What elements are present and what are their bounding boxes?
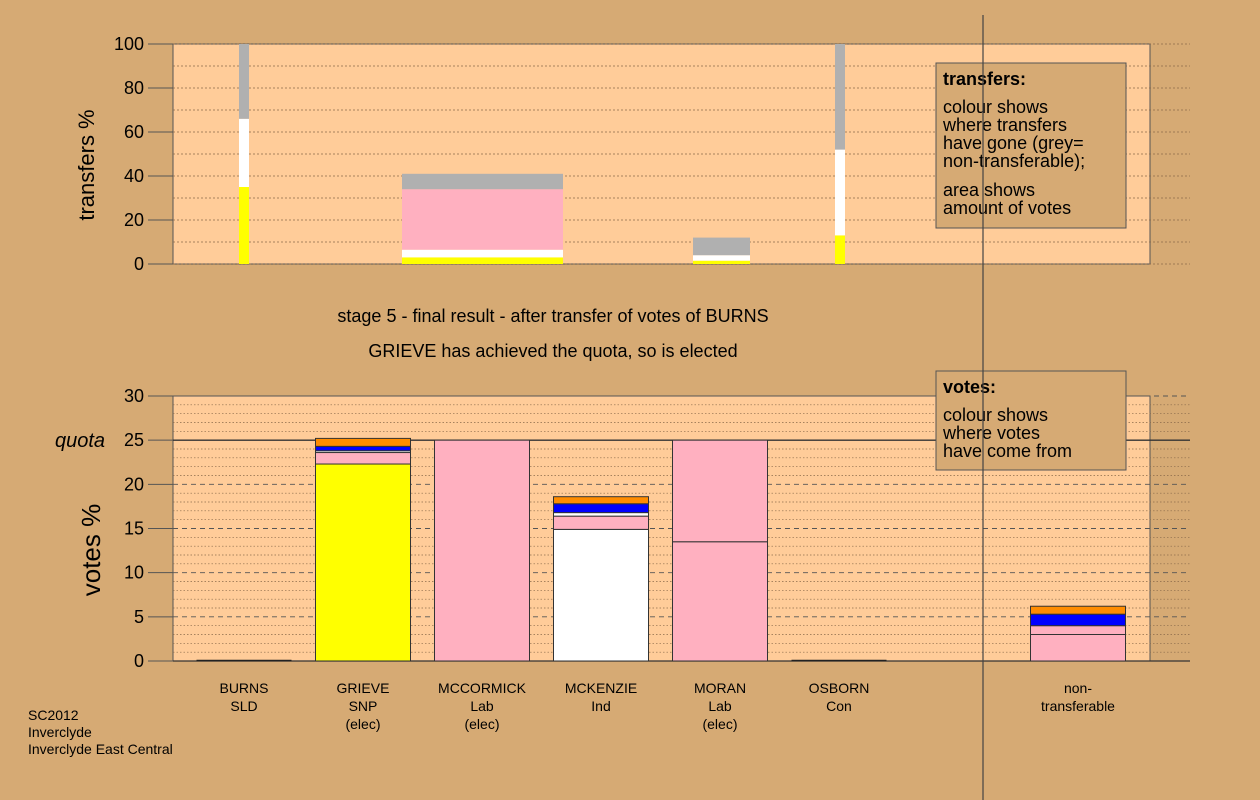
candidate-label: non-	[1064, 680, 1092, 696]
transfer-bar-segment	[835, 44, 845, 150]
candidate-label: (elec)	[702, 716, 737, 732]
votes-y-tick-label: 15	[124, 519, 144, 539]
votes-chart: quota 0 5 10 15 20 25 30 votes % BURNS SLD GRIEVE SN…	[55, 370, 1190, 732]
votes-legend-text: have come from	[943, 441, 1072, 461]
vote-bar-segment	[434, 439, 530, 662]
transfer-bar-segment	[693, 255, 750, 261]
votes-legend-box	[935, 370, 1127, 471]
transfer-bar-segment	[239, 44, 249, 119]
transfers-legend-text: colour shows	[943, 97, 1048, 117]
votes-y-tick-label: 5	[134, 607, 144, 627]
transfer-bar-segment	[402, 189, 563, 250]
transfers-y-tick-label: 0	[134, 254, 144, 274]
transfer-bar-segment	[835, 235, 845, 264]
vote-bar-segment	[1030, 605, 1126, 615]
transfers-y-tick-label: 60	[124, 122, 144, 142]
candidate-label: MCKENZIE	[565, 680, 637, 696]
transfers-legend-text: have gone (grey=	[943, 133, 1084, 153]
stage-subtitle: GRIEVE has achieved the quota, so is ele…	[368, 341, 737, 361]
votes-legend-text: colour shows	[943, 405, 1048, 425]
vote-bar-segment	[315, 445, 411, 452]
candidate-label: Lab	[470, 698, 494, 714]
candidate-label: Ind	[591, 698, 610, 714]
vote-bar-segment	[553, 512, 649, 517]
candidate-label: BURNS	[219, 680, 268, 696]
footer-line-2: Inverclyde	[28, 724, 92, 740]
candidate-label: MCCORMICK	[438, 680, 527, 696]
transfers-legend-title: transfers:	[943, 69, 1026, 89]
transfers-y-tick-label: 80	[124, 78, 144, 98]
footer-line-3: Inverclyde East Central	[28, 741, 173, 757]
votes-y-tick-label: 0	[134, 651, 144, 671]
votes-y-tick-label: 30	[124, 386, 144, 406]
stage-title: stage 5 - final result - after transfer …	[337, 306, 768, 326]
votes-y-axis-label: votes %	[76, 504, 106, 597]
transfers-y-tick-label: 20	[124, 210, 144, 230]
transfers-chart: 0 20 40 60 80 100 transfers % transfers: colour …	[74, 34, 1190, 274]
candidate-label: transferable	[1041, 698, 1115, 714]
vote-bar-segment	[553, 496, 649, 505]
transfers-y-tick-label: 40	[124, 166, 144, 186]
quota-label: quota	[55, 430, 105, 452]
transfer-bar-segment	[239, 187, 249, 264]
vote-bar-segment	[1030, 634, 1126, 662]
transfers-legend-text: non-transferable);	[943, 151, 1085, 171]
vote-bar-segment	[553, 503, 649, 514]
candidate-label: GRIEVE	[337, 680, 390, 696]
candidate-label: SNP	[349, 698, 378, 714]
candidate-label: Con	[826, 698, 852, 714]
transfer-bar-segment	[693, 237, 750, 256]
votes-y-tick-label: 25	[124, 430, 144, 450]
vote-bar-segment	[553, 528, 649, 662]
transfer-bar-segment	[402, 257, 563, 264]
transfers-legend-text: where transfers	[942, 115, 1067, 135]
transfers-y-tick-label: 100	[114, 34, 144, 54]
candidate-label: MORAN	[694, 680, 746, 696]
footer-line-1: SC2012	[28, 707, 79, 723]
votes-legend-title: votes:	[943, 377, 996, 397]
candidate-label: (elec)	[464, 716, 499, 732]
candidate-label: Lab	[708, 698, 732, 714]
vote-bar-segment	[672, 541, 768, 662]
candidate-label: (elec)	[345, 716, 380, 732]
vote-bar-segment	[315, 463, 411, 662]
transfers-legend-box	[935, 62, 1127, 229]
candidate-label: OSBORN	[809, 680, 870, 696]
votes-legend-text: where votes	[942, 423, 1040, 443]
transfers-legend-text: area shows	[943, 180, 1035, 200]
candidate-label: SLD	[230, 698, 257, 714]
transfer-bar-segment	[239, 118, 249, 187]
vote-bar-segment	[315, 437, 411, 447]
transfer-bar-segment	[402, 173, 563, 190]
votes-y-tick-label: 10	[124, 563, 144, 583]
transfers-y-axis-label: transfers %	[74, 109, 99, 220]
transfers-legend-text: amount of votes	[943, 198, 1071, 218]
transfer-bar-segment	[402, 249, 563, 258]
vote-bar-segment	[1030, 625, 1126, 636]
votes-y-tick-label: 20	[124, 474, 144, 494]
vote-bar-segment	[315, 452, 411, 465]
transfer-bar-segment	[693, 260, 750, 264]
transfer-bar-segment	[835, 149, 845, 236]
vote-bar-segment	[672, 439, 768, 543]
vote-bar-segment	[553, 515, 649, 530]
vote-bar-segment	[1030, 613, 1126, 627]
